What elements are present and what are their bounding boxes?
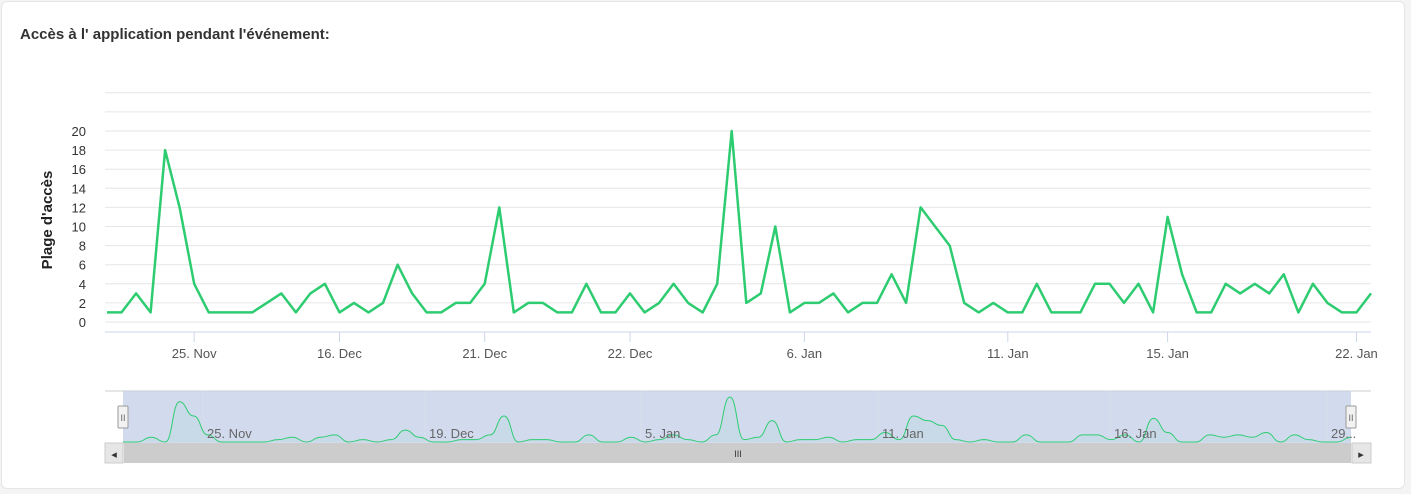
y-tick-label: 10 [72, 220, 86, 235]
navigator-grid [202, 391, 1328, 443]
y-tick-label: 0 [79, 315, 86, 330]
scrollbar-left-arrow-icon: ◂ [111, 448, 117, 461]
y-tick-label: 8 [79, 239, 86, 254]
x-tick-label: 11. Jan [987, 346, 1029, 361]
x-tick-label: 21. Dec [462, 346, 507, 361]
scrollbar-right-arrow-icon: ▸ [1358, 448, 1364, 461]
navigator-label: 16. Jan [1114, 426, 1157, 441]
navigator-right-handle-grip: II [1348, 413, 1353, 423]
x-tick-label: 6. Jan [787, 346, 822, 361]
x-tick-label: 22. Jan [1335, 346, 1378, 361]
series [106, 129, 1372, 314]
navigator-left-handle-grip: II [120, 413, 125, 423]
series-line [107, 129, 1372, 314]
navigator[interactable]: 25. Nov 19. Dec 5. Jan 11. Jan 16. Jan 29... … [105, 390, 1371, 443]
y-tick-label: 16 [72, 162, 86, 177]
y-axis: 0 2 4 6 8 10 12 14 16 18 20 [72, 124, 86, 330]
navigator-series [123, 396, 1352, 443]
x-tick-label: 15. Jan [1146, 346, 1189, 361]
navigator-label: 25. Nov [207, 426, 252, 441]
navigator-label: 5. Jan [645, 426, 680, 441]
y-tick-label: 20 [72, 124, 86, 139]
scrollbar-grip: III [734, 449, 742, 459]
scrollbar-right-button[interactable] [1351, 442, 1372, 464]
y-tick-label: 4 [79, 277, 86, 292]
navigator-label: 29... [1331, 426, 1356, 441]
navigator-label: 19. Dec [429, 426, 474, 441]
scrollbar[interactable]: III ◂ ▸ [104, 442, 1372, 464]
navigator-labels: 25. Nov 19. Dec 5. Jan 11. Jan 16. Jan 29... [207, 426, 1356, 441]
x-tick-label: 22. Dec [608, 346, 653, 361]
card-title: Accès à l' application pendant l'événeme… [20, 26, 330, 43]
y-tick-label: 6 [79, 258, 86, 273]
navigator-right-handle[interactable]: II [1345, 405, 1357, 429]
y-tick-label: 18 [72, 143, 86, 158]
scrollbar-thumb[interactable] [124, 443, 1351, 463]
grid-lines [105, 92, 1371, 323]
y-tick-label: 12 [72, 200, 86, 215]
x-tick-label: 25. Nov [172, 346, 217, 361]
navigator-line [123, 396, 1352, 443]
scrollbar-left-button[interactable] [104, 442, 124, 464]
navigator-label: 11. Jan [882, 426, 924, 441]
y-axis-title: Plage d'accès [39, 171, 56, 270]
x-axis: 25. Nov 16. Dec 21. Dec 22. Dec 6. Jan 11. Ja… [172, 332, 1378, 361]
x-tick-label: 16. Dec [317, 346, 362, 361]
y-tick-label: 14 [72, 181, 86, 196]
navigator-left-handle[interactable]: II [117, 405, 129, 429]
y-tick-label: 2 [79, 296, 86, 311]
